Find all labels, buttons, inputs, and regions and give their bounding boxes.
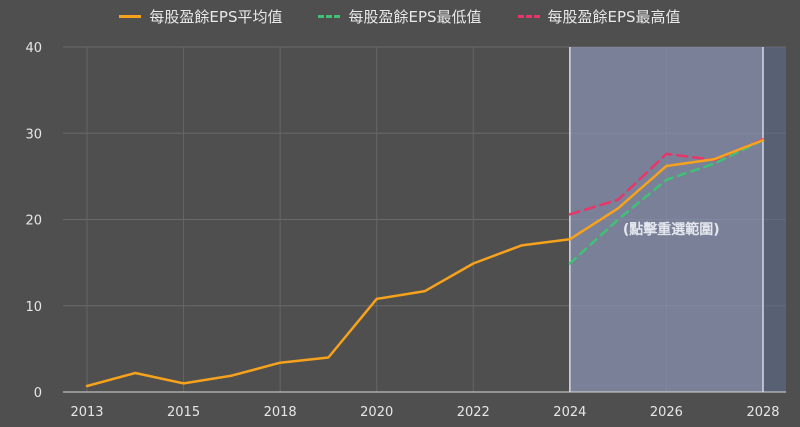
x-tick-label: 2028 [746, 405, 779, 420]
y-tick-label: 40 [25, 41, 42, 56]
legend-label-low: 每股盈餘EPS最低值 [348, 7, 482, 26]
zoom-band[interactable] [569, 47, 786, 392]
series-line-avg [85, 138, 765, 388]
x-tick-label: 2022 [457, 405, 490, 420]
x-tick-label: 2024 [553, 405, 586, 420]
legend-item-avg[interactable]: 每股盈餘EPS平均值 [119, 4, 282, 28]
legend-item-low[interactable]: 每股盈餘EPS最低值 [318, 4, 482, 28]
legend-label-high: 每股盈餘EPS最高值 [547, 7, 681, 26]
y-tick-label: 30 [25, 127, 42, 142]
x-tick-label: 2018 [264, 405, 297, 420]
y-tick-label: 0 [34, 386, 42, 401]
legend-item-high[interactable]: 每股盈餘EPS最高值 [517, 4, 681, 28]
x-tick-label: 2015 [167, 405, 200, 420]
x-tick-label: 2013 [70, 405, 103, 420]
series-lines [85, 138, 765, 388]
legend-swatch-avg [119, 14, 142, 18]
legend: 每股盈餘EPS平均值 每股盈餘EPS最低值 每股盈餘EPS最高值 [0, 4, 800, 28]
x-tick-label: 2026 [650, 405, 683, 420]
series-line-low [568, 138, 765, 265]
legend-swatch-high [517, 14, 540, 18]
y-tick-label: 10 [25, 300, 42, 315]
legend-label-avg: 每股盈餘EPS平均值 [149, 7, 283, 26]
reset-zoom-label[interactable]: (點擊重選範圍) [623, 221, 720, 238]
x-tick-label: 2020 [360, 405, 393, 420]
zoom-band-outside [762, 47, 786, 392]
axes: 0 10 20 30 40 2013 2015 2018 2020 2022 2024 2026 202… [25, 41, 786, 420]
y-tick-label: 20 [25, 214, 42, 229]
legend-swatch-low [318, 14, 341, 18]
